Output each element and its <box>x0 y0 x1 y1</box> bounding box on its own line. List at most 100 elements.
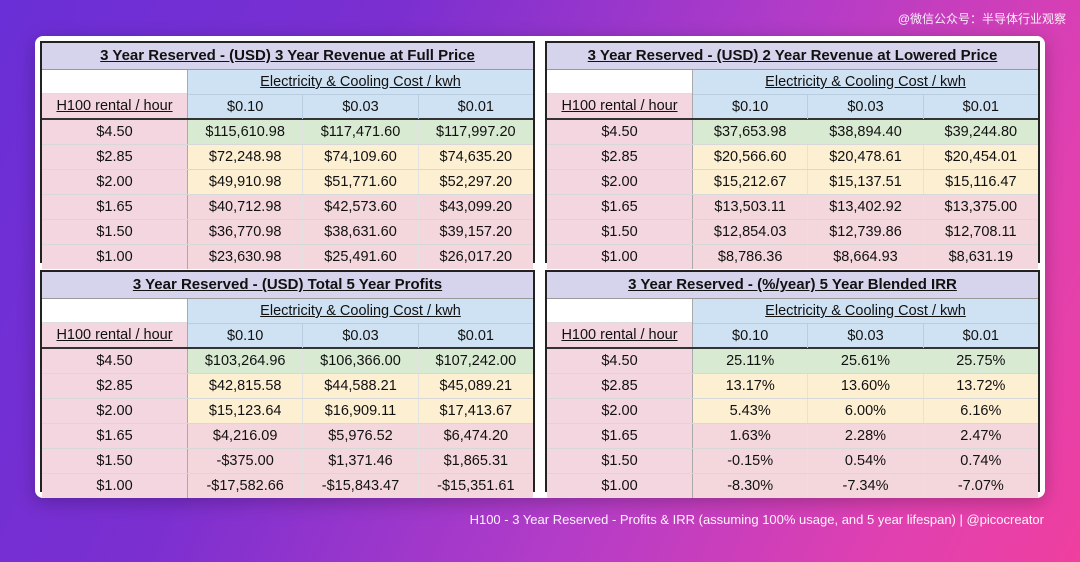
column-header: $0.01 <box>457 328 494 344</box>
table-cell: $15,137.51 <box>808 170 924 194</box>
row-label: $2.00 <box>547 399 693 423</box>
row-label: $2.00 <box>547 170 693 194</box>
table-cell: $20,478.61 <box>808 145 924 169</box>
table-cell: $15,116.47 <box>923 170 1038 194</box>
table-cell: $8,664.93 <box>808 245 924 269</box>
table-cell: -7.07% <box>923 474 1038 498</box>
row-header-label: H100 rental / hour <box>547 94 692 118</box>
table-cell: $13,402.92 <box>808 195 924 219</box>
table-header: H100 rental / hour Electricity & Cooling … <box>547 70 1038 120</box>
table-cell: $37,653.98 <box>693 120 809 144</box>
table-cell: $8,631.19 <box>923 245 1038 269</box>
table-header: H100 rental / hour Electricity & Cooling … <box>547 299 1038 349</box>
table-row: $2.85 13.17% 13.60% 13.72% <box>547 374 1038 399</box>
row-label: $1.65 <box>42 195 188 219</box>
table-cell: $25,491.60 <box>303 245 419 269</box>
row-label: $1.65 <box>42 424 188 448</box>
row-header-block: H100 rental / hour <box>42 299 188 347</box>
table-cell: $12,854.03 <box>693 220 809 244</box>
row-label: $1.50 <box>42 449 188 473</box>
table-row: $1.50 $36,770.98 $38,631.60 $39,157.20 <box>42 220 533 245</box>
table-header: H100 rental / hour Electricity & Cooling … <box>42 299 533 349</box>
table-cell: $45,089.21 <box>418 374 533 398</box>
table-cell: $52,297.20 <box>418 170 533 194</box>
table-cell: $103,264.96 <box>188 349 304 373</box>
table-row: $2.85 $20,566.60 $20,478.61 $20,454.01 <box>547 145 1038 170</box>
table-row: $2.00 5.43% 6.00% 6.16% <box>547 399 1038 424</box>
table-cell: 6.16% <box>923 399 1038 423</box>
row-header-block: H100 rental / hour <box>42 70 188 118</box>
table-row: $1.00 $23,630.98 $25,491.60 $26,017.20 <box>42 245 533 269</box>
column-headers: $0.10 $0.03 $0.01 <box>693 324 1038 348</box>
column-header: $0.03 <box>808 95 924 119</box>
table-cell: $4,216.09 <box>188 424 304 448</box>
row-label: $1.00 <box>547 245 693 269</box>
table-row: $2.85 $42,815.58 $44,588.21 $45,089.21 <box>42 374 533 399</box>
table-row: $2.00 $15,212.67 $15,137.51 $15,116.47 <box>547 170 1038 195</box>
column-header-block: Electricity & Cooling Cost / kwh $0.10 $0.… <box>188 299 533 348</box>
table-cell: 13.60% <box>808 374 924 398</box>
table-cell: $8,786.36 <box>693 245 809 269</box>
table-cell: $72,248.98 <box>188 145 304 169</box>
table-cell: $38,894.40 <box>808 120 924 144</box>
watermark-text: @微信公众号：半导体行业观察 <box>897 12 1066 26</box>
table-cell: 2.47% <box>923 424 1038 448</box>
column-header: $0.03 <box>808 324 924 348</box>
row-header-block: H100 rental / hour <box>547 299 693 347</box>
column-header: $0.01 <box>962 328 999 344</box>
row-label: $4.50 <box>42 349 188 373</box>
table-cell: $39,244.80 <box>923 120 1038 144</box>
header-blank-cell <box>42 70 187 94</box>
table-cell: 6.00% <box>808 399 924 423</box>
panel-5yr-irr: 3 Year Reserved - (%/year) 5 Year Blende… <box>545 270 1040 498</box>
column-header: $0.10 <box>693 324 809 348</box>
table-cell: $6,474.20 <box>418 424 533 448</box>
table-cell: $117,471.60 <box>303 120 419 144</box>
table-row: $1.65 1.63% 2.28% 2.47% <box>547 424 1038 449</box>
table-row: $2.00 $15,123.64 $16,909.11 $17,413.67 <box>42 399 533 424</box>
table-cell: $17,413.67 <box>418 399 533 423</box>
row-label: $4.50 <box>547 120 693 144</box>
table-cell: 0.54% <box>808 449 924 473</box>
panel-title: 3 Year Reserved - (USD) 2 Year Revenue a… <box>547 43 1038 70</box>
row-label: $2.85 <box>547 145 693 169</box>
table-cell: -0.15% <box>693 449 809 473</box>
header-blank-cell <box>42 299 187 323</box>
table-row: $4.50 $115,610.98 $117,471.60 $117,997.20 <box>42 120 533 145</box>
table-row: $2.85 $72,248.98 $74,109.60 $74,635.20 <box>42 145 533 170</box>
table-cell: $42,573.60 <box>303 195 419 219</box>
table-row: $1.00 $8,786.36 $8,664.93 $8,631.19 <box>547 245 1038 269</box>
row-label: $1.50 <box>547 449 693 473</box>
table-cell: $74,635.20 <box>418 145 533 169</box>
row-label: $1.00 <box>42 474 188 498</box>
table-cell: 0.74% <box>923 449 1038 473</box>
table-cell: $44,588.21 <box>303 374 419 398</box>
table-cell: $12,739.86 <box>808 220 924 244</box>
table-cell: $1,371.46 <box>303 449 419 473</box>
row-header-label: H100 rental / hour <box>42 323 187 347</box>
table-cell: $13,503.11 <box>693 195 809 219</box>
column-header: $0.10 <box>693 95 809 119</box>
row-label: $2.00 <box>42 170 188 194</box>
column-header-block: Electricity & Cooling Cost / kwh $0.10 $0.… <box>693 299 1038 348</box>
column-group-label: Electricity & Cooling Cost / kwh <box>693 299 1038 324</box>
table-cell: $43,099.20 <box>418 195 533 219</box>
table-cell: 5.43% <box>693 399 809 423</box>
table-cell: -8.30% <box>693 474 809 498</box>
table-row: $1.50 -$375.00 $1,371.46 $1,865.31 <box>42 449 533 474</box>
table-cell: $51,771.60 <box>303 170 419 194</box>
table-cell: $5,976.52 <box>303 424 419 448</box>
column-header: $0.10 <box>188 324 304 348</box>
column-group-label: Electricity & Cooling Cost / kwh <box>693 70 1038 95</box>
table-cell: $39,157.20 <box>418 220 533 244</box>
column-header: $0.10 <box>188 95 304 119</box>
header-blank-cell <box>547 299 692 323</box>
row-label: $2.85 <box>42 145 188 169</box>
table-cell: -7.34% <box>808 474 924 498</box>
table-cell: $26,017.20 <box>418 245 533 269</box>
table-cell: -$375.00 <box>188 449 304 473</box>
table-cell: $117,997.20 <box>418 120 533 144</box>
column-header-block: Electricity & Cooling Cost / kwh $0.10 $0.… <box>693 70 1038 119</box>
table-row: $1.65 $4,216.09 $5,976.52 $6,474.20 <box>42 424 533 449</box>
table-cell: $20,454.01 <box>923 145 1038 169</box>
